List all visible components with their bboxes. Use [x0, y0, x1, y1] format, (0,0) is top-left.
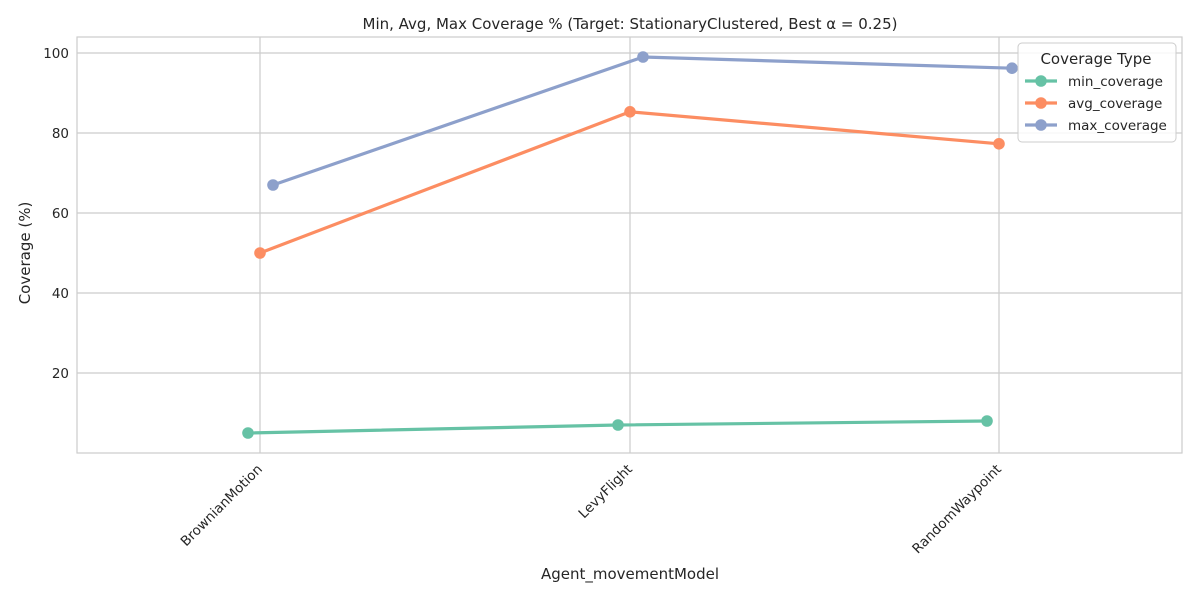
data-point — [637, 51, 649, 63]
legend-title: Coverage Type — [1040, 50, 1151, 68]
data-point — [267, 179, 279, 191]
y-tick-label: 20 — [52, 366, 69, 382]
data-point — [612, 419, 624, 431]
legend-label: max_coverage — [1068, 118, 1167, 134]
legend-box — [1017, 42, 1177, 143]
legend-marker — [1035, 75, 1047, 87]
series-max_coverage — [267, 51, 1018, 191]
data-point — [993, 138, 1005, 150]
x-axis-label: Agent_movementModel — [541, 565, 719, 584]
legend-marker — [1035, 97, 1047, 109]
legend: Coverage Type min_coverage avg_coveragema… — [1017, 42, 1177, 143]
series-min_coverage — [242, 415, 993, 439]
data-point — [254, 247, 266, 259]
legend-item: min_coverage — [1025, 74, 1163, 90]
data-point — [1006, 62, 1018, 74]
data-point — [242, 427, 254, 439]
chart-title: Min, Avg, Max Coverage % (Target: Statio… — [363, 15, 898, 33]
y-tick-label: 100 — [43, 46, 69, 62]
series-lines — [242, 51, 1018, 439]
plot-area-frame — [76, 36, 1183, 454]
data-point — [981, 415, 993, 427]
data-point — [624, 106, 636, 118]
series-avg_coverage — [254, 106, 1005, 259]
legend-label: min_coverage — [1068, 74, 1163, 90]
y-tick-label: 60 — [52, 206, 69, 222]
y-tick-labels: 20 40 60 80 100 — [43, 46, 69, 382]
grid-lines — [77, 37, 1182, 453]
legend-item: avg_coverage — [1025, 96, 1162, 112]
legend-item: max_coverage — [1025, 118, 1167, 134]
y-axis-label: Coverage (%) — [16, 202, 34, 305]
legend-marker — [1035, 119, 1047, 131]
legend-label: avg_coverage — [1068, 96, 1162, 112]
y-tick-label: 80 — [52, 126, 69, 142]
legend-items: min_coverage avg_coverage max_coverage — [1025, 74, 1167, 134]
y-tick-label: 40 — [52, 286, 69, 302]
